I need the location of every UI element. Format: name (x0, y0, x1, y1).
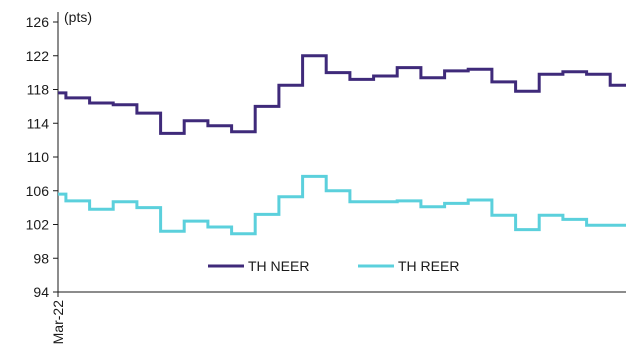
y-tick-label: 94 (33, 284, 49, 300)
y-axis: 94 98 102 106 110 114 118 122 126 (26, 12, 59, 300)
y-tick-label: 118 (27, 82, 50, 98)
series-line-th-neer (58, 54, 626, 135)
y-tick-label: 126 (26, 14, 50, 30)
legend-label: TH NEER (248, 258, 309, 274)
legend-label: TH REER (398, 258, 459, 274)
y-tick-label: 110 (27, 149, 50, 165)
series-group (58, 54, 626, 236)
y-tick-label: 122 (26, 48, 50, 64)
y-tick-label: 98 (33, 250, 49, 266)
x-axis: Mar-22 (50, 291, 626, 345)
y-tick-label: 114 (27, 115, 50, 131)
series-line-th-reer (58, 174, 626, 236)
y-tick-label: 102 (26, 217, 50, 233)
y-tick-label: 106 (26, 183, 50, 199)
x-tick-label: Mar-22 (50, 300, 66, 345)
legend: TH NEER TH REER (208, 258, 459, 274)
y-unit-label: (pts) (64, 9, 92, 25)
